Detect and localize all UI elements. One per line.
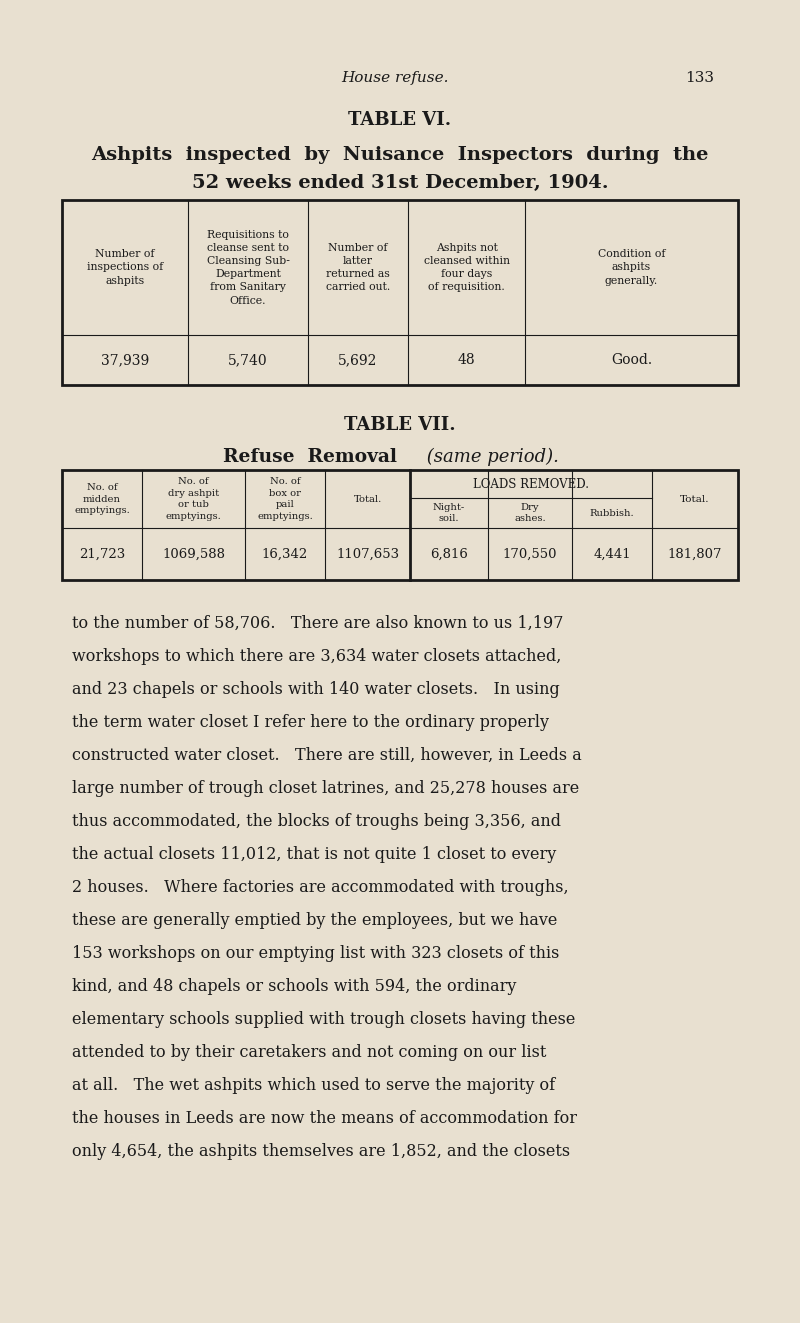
Text: elementary schools supplied with trough closets having these: elementary schools supplied with trough … (72, 1011, 575, 1028)
Text: (same period).: (same period). (421, 448, 559, 466)
Text: Rubbish.: Rubbish. (590, 508, 634, 517)
Text: TABLE VII.: TABLE VII. (344, 415, 456, 434)
Text: the houses in Leeds are now the means of accommodation for: the houses in Leeds are now the means of… (72, 1110, 577, 1127)
Text: Dry
ashes.: Dry ashes. (514, 503, 546, 524)
Text: only 4,654, the ashpits themselves are 1,852, and the closets: only 4,654, the ashpits themselves are 1… (72, 1143, 570, 1160)
Text: TABLE VI.: TABLE VI. (349, 111, 451, 130)
Text: Total.: Total. (680, 495, 710, 504)
Text: kind, and 48 chapels or schools with 594, the ordinary: kind, and 48 chapels or schools with 594… (72, 978, 516, 995)
Text: at all.   The wet ashpits which used to serve the majority of: at all. The wet ashpits which used to se… (72, 1077, 555, 1094)
Text: 170,550: 170,550 (502, 548, 558, 561)
Text: Total.: Total. (354, 495, 382, 504)
Text: thus accommodated, the blocks of troughs being 3,356, and: thus accommodated, the blocks of troughs… (72, 814, 561, 830)
Text: and 23 chapels or schools with 140 water closets.   In using: and 23 chapels or schools with 140 water… (72, 681, 560, 699)
Text: 4,441: 4,441 (593, 548, 631, 561)
Text: Night-
soil.: Night- soil. (433, 503, 465, 524)
Text: Number of
latter
returned as
carried out.: Number of latter returned as carried out… (326, 242, 390, 292)
Text: 37,939: 37,939 (101, 353, 149, 366)
Text: 2 houses.   Where factories are accommodated with troughs,: 2 houses. Where factories are accommodat… (72, 878, 569, 896)
Text: constructed water closet.   There are still, however, in Leeds a: constructed water closet. There are stil… (72, 747, 582, 763)
Text: to the number of 58,706.   There are also known to us 1,197: to the number of 58,706. There are also … (72, 615, 563, 632)
Text: LOADS REMOVED.: LOADS REMOVED. (473, 478, 589, 491)
Bar (62, 470, 738, 579)
Text: 48: 48 (458, 353, 475, 366)
Text: Condition of
ashpits
generally.: Condition of ashpits generally. (598, 249, 666, 286)
Text: 1069,588: 1069,588 (162, 548, 225, 561)
Text: the actual closets 11,012, that is not quite 1 closet to every: the actual closets 11,012, that is not q… (72, 845, 556, 863)
Text: 52 weeks ended 31st December, 1904.: 52 weeks ended 31st December, 1904. (192, 175, 608, 192)
Text: these are generally emptied by the employees, but we have: these are generally emptied by the emplo… (72, 912, 558, 929)
Text: large number of trough closet latrines, and 25,278 houses are: large number of trough closet latrines, … (72, 781, 579, 796)
Text: House refuse.: House refuse. (342, 71, 449, 85)
Text: Good.: Good. (611, 353, 652, 366)
Text: No. of
midden
emptyings.: No. of midden emptyings. (74, 483, 130, 515)
Text: 16,342: 16,342 (262, 548, 308, 561)
Text: 133: 133 (686, 71, 714, 85)
Text: 5,740: 5,740 (228, 353, 268, 366)
Text: 6,816: 6,816 (430, 548, 468, 561)
Text: Ashpits not
cleansed within
four days
of requisition.: Ashpits not cleansed within four days of… (423, 242, 510, 292)
Text: 5,692: 5,692 (338, 353, 378, 366)
Text: 21,723: 21,723 (79, 548, 125, 561)
Text: workshops to which there are 3,634 water closets attached,: workshops to which there are 3,634 water… (72, 648, 562, 665)
Text: attended to by their caretakers and not coming on our list: attended to by their caretakers and not … (72, 1044, 546, 1061)
Text: Refuse  Removal: Refuse Removal (223, 448, 397, 466)
Text: the term water closet I refer here to the ordinary properly: the term water closet I refer here to th… (72, 714, 549, 732)
Text: No. of
dry ashpit
or tub
emptyings.: No. of dry ashpit or tub emptyings. (166, 476, 222, 521)
Text: Number of
inspections of
ashpits: Number of inspections of ashpits (87, 249, 163, 286)
Text: Requisitions to
cleanse sent to
Cleansing Sub-
Department
from Sanitary
Office.: Requisitions to cleanse sent to Cleansin… (206, 229, 290, 306)
Bar (62, 200, 738, 385)
Text: 153 workshops on our emptying list with 323 closets of this: 153 workshops on our emptying list with … (72, 945, 559, 962)
Text: 1107,653: 1107,653 (336, 548, 399, 561)
Text: 181,807: 181,807 (668, 548, 722, 561)
Text: No. of
box or
pail
emptyings.: No. of box or pail emptyings. (257, 476, 313, 521)
Text: Ashpits  inspected  by  Nuisance  Inspectors  during  the: Ashpits inspected by Nuisance Inspectors… (91, 146, 709, 164)
